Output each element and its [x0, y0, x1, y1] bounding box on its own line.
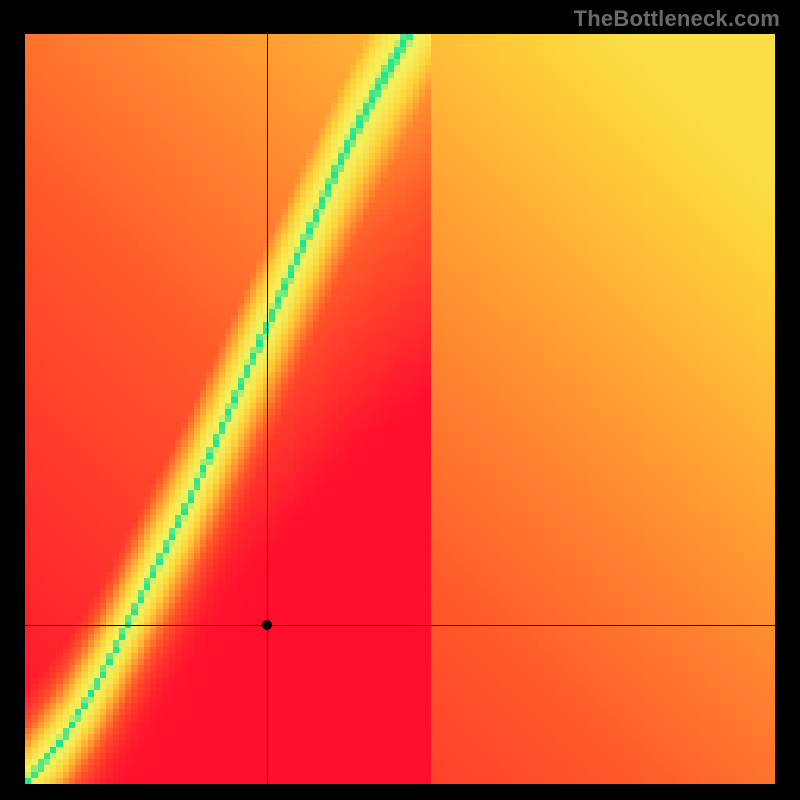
heatmap-canvas [25, 34, 775, 784]
crosshair-marker [262, 620, 272, 630]
heatmap-plot [25, 34, 775, 784]
crosshair-vertical [267, 34, 268, 784]
watermark-text: TheBottleneck.com [574, 6, 780, 32]
crosshair-horizontal [25, 625, 775, 626]
